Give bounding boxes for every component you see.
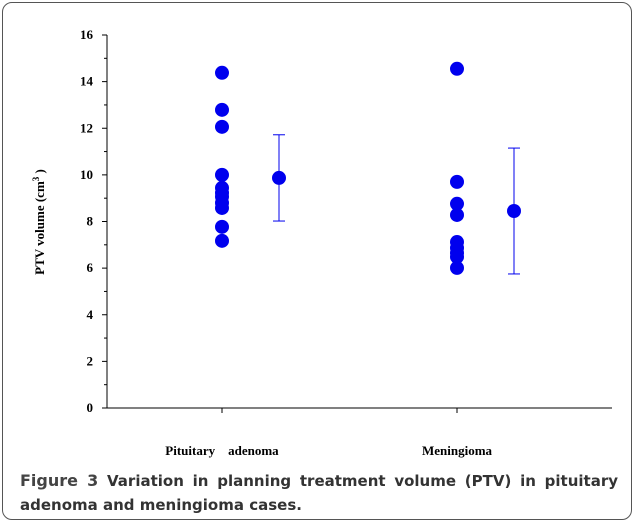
data-point	[215, 167, 229, 182]
y-tick-label: 2	[87, 353, 94, 368]
y-label-sup: 3	[31, 176, 41, 181]
data-point	[215, 102, 229, 117]
y-tick-label: 0	[87, 400, 94, 415]
data-point	[215, 233, 229, 248]
mean-point	[272, 170, 286, 185]
caption-label: Figure 3	[20, 471, 99, 490]
caption: Figure 3 Variation in planning treatment…	[20, 469, 618, 517]
data-point	[450, 207, 464, 222]
y-tick-label: 6	[87, 260, 94, 275]
chart: PTV volume (cm3 ) 0 2 4 6 8 10 12 14 16 Pituitary…	[31, 27, 612, 458]
data-point	[450, 196, 464, 211]
y-axis-label: PTV volume (cm3 )	[31, 169, 47, 275]
data-point	[215, 200, 229, 215]
caption-text: Variation in planning treatment volume (…	[20, 472, 619, 514]
x-tick-label: Meningioma	[422, 443, 493, 458]
data-point	[215, 65, 229, 80]
data-point	[450, 61, 464, 76]
x-tick-label: Pituitary adenoma	[165, 443, 279, 458]
y-tick-label: 10	[80, 167, 93, 182]
data-point	[215, 219, 229, 234]
figure-frame	[2, 2, 632, 520]
y-tick-label: 8	[87, 214, 94, 229]
data-point	[450, 174, 464, 189]
mean-point	[507, 204, 521, 219]
y-label-end: )	[32, 169, 47, 177]
y-tick-label: 14	[80, 74, 94, 89]
y-tick-label: 16	[80, 27, 94, 42]
data-point	[450, 249, 464, 264]
y-tick-label: 4	[87, 307, 94, 322]
data-point	[215, 119, 229, 134]
y-label-text: PTV volume (cm	[32, 181, 47, 275]
y-tick-label: 12	[80, 120, 93, 135]
data-point	[450, 260, 464, 275]
